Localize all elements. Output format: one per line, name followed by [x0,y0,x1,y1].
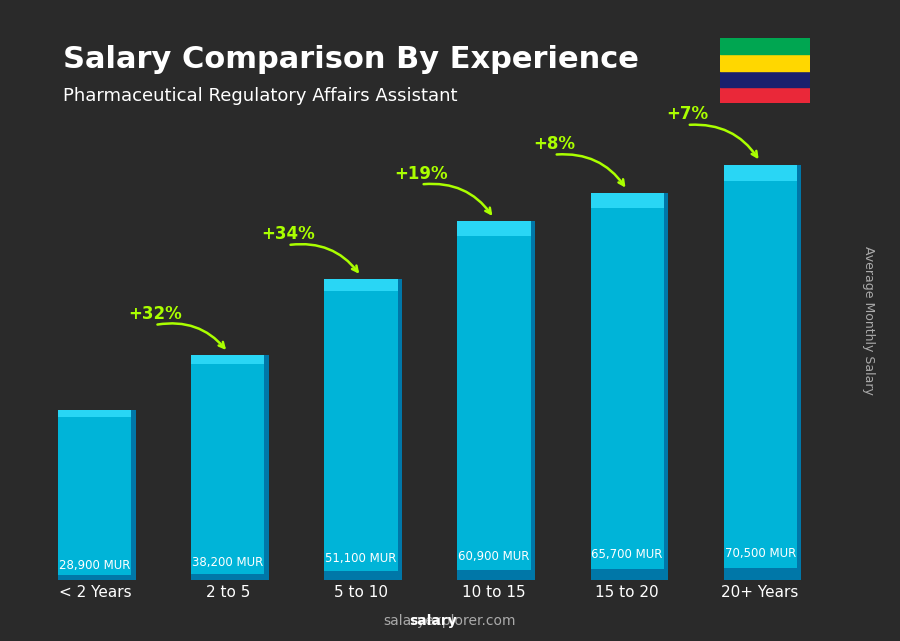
Bar [531,221,535,581]
Bar [457,221,531,236]
Bar [324,572,398,581]
Bar [58,410,131,417]
Text: Salary Comparison By Experience: Salary Comparison By Experience [63,45,639,74]
Bar [720,38,810,54]
Bar [398,279,402,581]
Text: +19%: +19% [394,165,447,183]
Bar [131,410,136,581]
Bar [265,355,269,581]
Bar [663,193,668,581]
Bar [192,355,265,364]
Bar [457,570,531,581]
Text: 51,100 MUR: 51,100 MUR [325,553,397,565]
Bar [192,574,265,581]
Bar [58,576,131,581]
Bar [324,279,398,291]
Bar [58,410,131,581]
Bar [724,568,796,581]
Text: +8%: +8% [533,135,575,153]
Bar [720,54,810,71]
Text: 28,900 MUR: 28,900 MUR [59,559,130,572]
Text: Average Monthly Salary: Average Monthly Salary [862,246,875,395]
Text: 70,500 MUR: 70,500 MUR [724,547,796,560]
Bar [796,165,801,581]
Text: +34%: +34% [261,226,315,244]
Bar [724,165,796,181]
Bar [590,569,663,581]
Text: 65,700 MUR: 65,700 MUR [591,548,662,561]
Bar [590,193,663,208]
Bar [724,165,796,581]
Text: +32%: +32% [128,305,182,323]
Text: 38,200 MUR: 38,200 MUR [193,556,264,569]
Bar [590,193,663,581]
Text: salary: salary [410,614,457,628]
Text: Pharmaceutical Regulatory Affairs Assistant: Pharmaceutical Regulatory Affairs Assist… [63,87,457,104]
Bar [324,279,398,581]
Bar [720,71,810,87]
Bar [192,355,265,581]
Bar [720,87,810,103]
Text: +7%: +7% [666,105,708,123]
Bar [457,221,531,581]
Text: 60,900 MUR: 60,900 MUR [458,549,530,563]
Text: salaryexplorer.com: salaryexplorer.com [383,614,517,628]
